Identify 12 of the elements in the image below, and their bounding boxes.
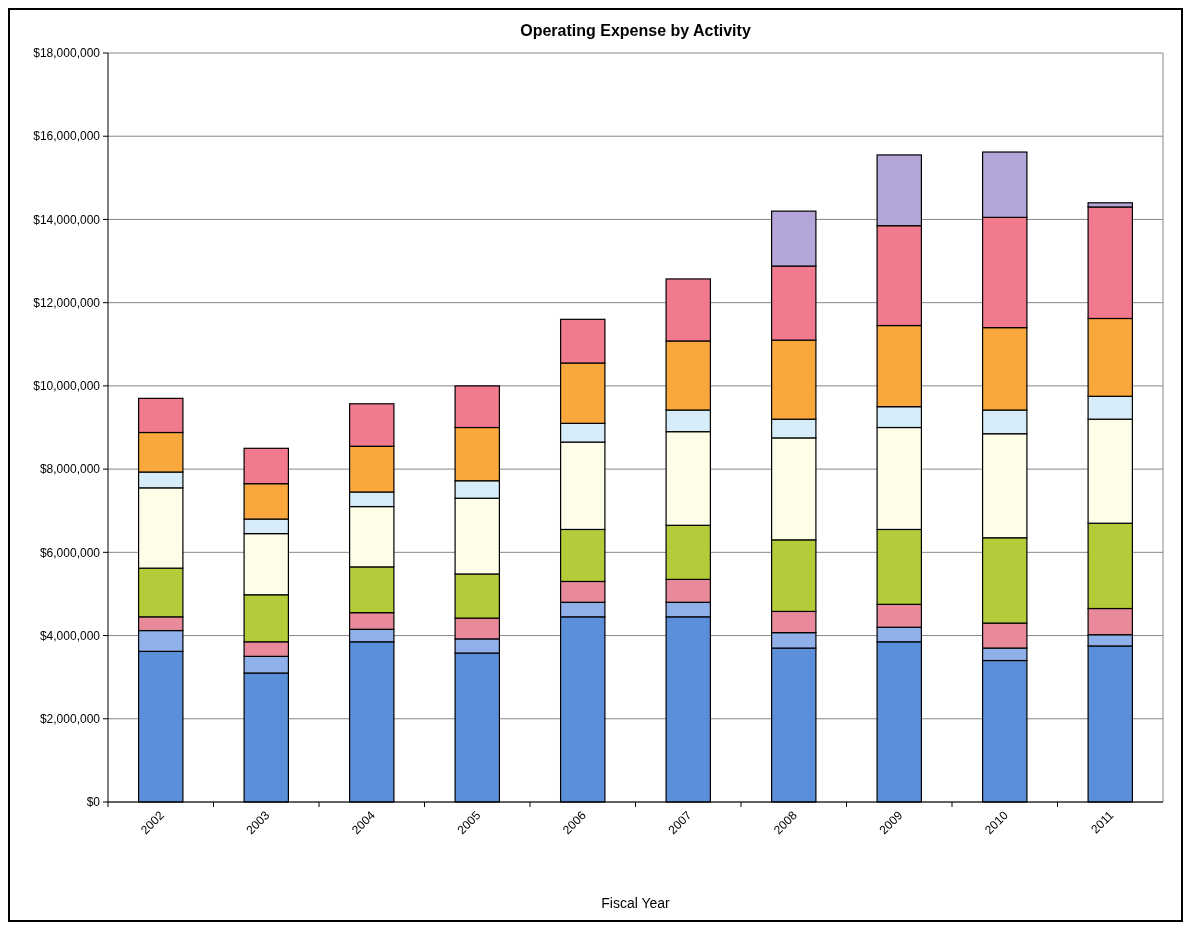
y-tick-label: $4,000,000: [39, 628, 101, 643]
y-tick-label: $16,000,000: [33, 129, 101, 144]
y-tick-label: $2,000,000: [39, 711, 101, 726]
y-tick-label: $18,000,000: [33, 46, 101, 61]
y-tick-label: $12,000,000: [33, 295, 101, 310]
x-axis-title: Fiscal Year: [601, 895, 671, 911]
y-tick-label: $0: [86, 795, 101, 810]
y-tick-label: $10,000,000: [33, 379, 101, 394]
y-tick-label: $6,000,000: [39, 545, 101, 560]
chart-title: Operating Expense by Activity: [520, 22, 751, 39]
y-tick-label: $8,000,000: [39, 462, 101, 477]
y-tick-label: $14,000,000: [33, 212, 101, 227]
